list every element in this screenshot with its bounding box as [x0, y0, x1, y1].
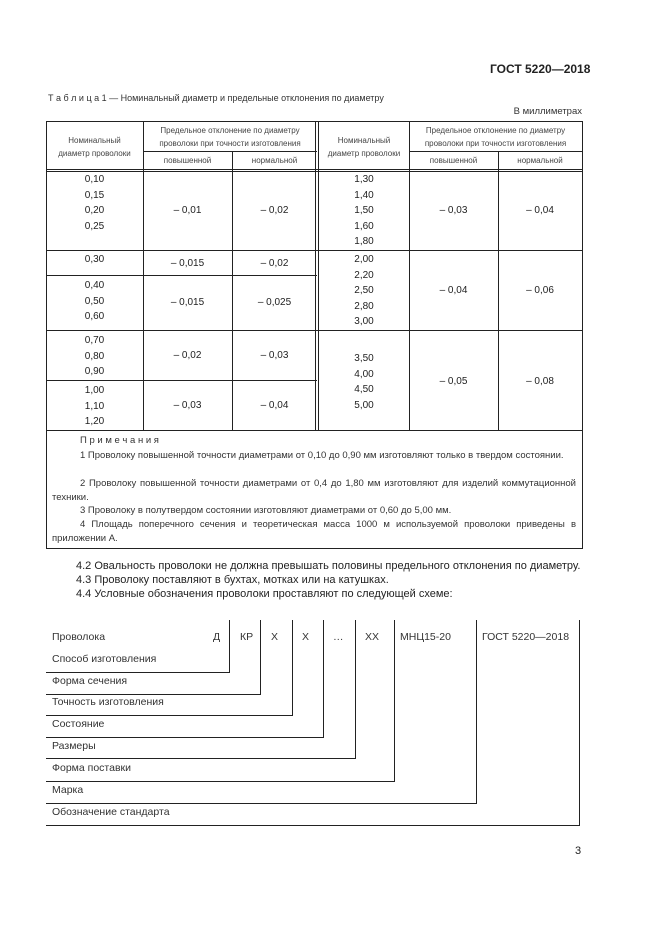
scheme-code: Х — [302, 631, 310, 643]
scheme-code: Х — [271, 631, 279, 643]
scheme-underline — [46, 825, 580, 826]
scheme-connector — [579, 620, 580, 825]
scheme-underline — [46, 781, 395, 782]
deviation-cell: – 0,03 — [439, 205, 468, 216]
deviation-cell: – 0,08 — [526, 376, 554, 387]
scheme-code: Д — [213, 631, 221, 643]
table-caption: Т а б л и ц а 1 — Номинальный диаметр и … — [48, 93, 384, 103]
deviation-cell: – 0,04 — [526, 205, 554, 216]
scheme-underline — [46, 672, 230, 673]
note-2: 2 Проволоку повышенной точности диаметра… — [52, 478, 576, 503]
scheme-connector — [476, 620, 477, 803]
scheme-code: ГОСТ 5220—2018 — [482, 631, 570, 643]
deviation-cell: – 0,06 — [526, 285, 554, 296]
scheme-label: Обозначение стандарта — [52, 806, 170, 818]
scheme-connector — [323, 620, 324, 737]
deviation-cell: – 0,015 — [170, 258, 205, 269]
doc-code: ГОСТ 5220—2018 — [490, 62, 591, 76]
rule-line — [315, 121, 316, 431]
diameters-cell: 0,10 0,15 0,20 0,25 — [84, 174, 105, 232]
header-normal-right: нормальной — [517, 156, 563, 165]
header-normal-left: нормальной — [251, 156, 298, 165]
diameters-cell: 0,70 0,80 0,90 — [84, 335, 105, 377]
scheme-code: КР — [240, 631, 254, 643]
scheme-connector — [260, 620, 261, 694]
deviation-cell: – 0,03 — [173, 400, 202, 411]
header-deviation-left: Предельное отклонение по диаметру провол… — [159, 126, 301, 148]
page-number: 3 — [575, 845, 582, 857]
diameters-cell: 3,50 4,00 4,50 5,00 — [354, 353, 374, 411]
table-border — [582, 121, 583, 549]
scheme-label: Форма сечения — [52, 675, 128, 687]
rule-line — [143, 121, 144, 430]
deviation-cell: – 0,02 — [173, 350, 202, 361]
rule-line — [46, 330, 583, 331]
diameters-cell: 2,00 2,20 2,50 2,80 3,00 — [354, 254, 374, 327]
deviation-cell: – 0,05 — [439, 376, 468, 387]
diameters-cell: 1,00 1,10 1,20 — [84, 385, 105, 427]
rule-line — [318, 121, 319, 431]
table-border — [46, 548, 583, 549]
scheme-label: Состояние — [52, 718, 105, 730]
diameters-cell: 1,30 1,40 1,50 1,60 1,80 — [354, 174, 374, 247]
header-deviation-right: Предельное отклонение по диаметру провол… — [424, 126, 567, 148]
rule-line — [46, 171, 583, 172]
deviation-cell: – 0,02 — [260, 205, 289, 216]
rule-line — [46, 169, 583, 170]
rule-line — [409, 151, 582, 152]
scheme-underline — [46, 758, 356, 759]
paragraph-4-3: 4.3 Проволоку поставляют в бухтах, мотка… — [76, 574, 389, 586]
header-increased-right: повышенной — [429, 156, 478, 165]
rule-line — [143, 151, 317, 152]
rule-line — [498, 151, 499, 431]
rule-line — [46, 380, 317, 381]
rule-line — [46, 250, 583, 251]
scheme-label: Точность изготовления — [52, 696, 164, 708]
scheme-title: Проволока — [52, 631, 106, 643]
deviation-cell: – 0,04 — [260, 400, 289, 411]
scheme-code: МНЦ15-20 — [400, 631, 451, 643]
scheme-label: Марка — [52, 784, 84, 796]
rule-line — [409, 121, 410, 431]
deviation-cell: – 0,02 — [260, 258, 289, 269]
scheme-underline — [46, 694, 261, 695]
scheme-underline — [46, 737, 324, 738]
diameters-cell: 0,40 0,50 0,60 — [84, 280, 105, 322]
rule-line — [232, 151, 233, 431]
note-4: 4 Площадь поперечного сечения и теоретич… — [52, 519, 576, 544]
deviation-cell: – 0,01 — [173, 205, 202, 216]
deviation-cell: – 0,015 — [170, 297, 205, 308]
notes-title: П р и м е ч а н и я — [80, 435, 159, 446]
header-nominal-left: Номинальный диаметр проволоки — [58, 136, 131, 158]
diameters-cell: 0,30 — [84, 254, 105, 265]
header-nominal-right: Номинальный диаметр проволоки — [327, 136, 401, 158]
table-border — [46, 121, 583, 122]
units-label: В миллиметрах — [513, 106, 582, 117]
scheme-label: Размеры — [52, 740, 96, 752]
scheme-underline — [46, 803, 477, 804]
scheme-label: Способ изготовления — [52, 653, 157, 665]
table-border — [46, 121, 47, 549]
paragraph-4-4: 4.4 Условные обозначения проволоки прост… — [76, 588, 453, 600]
scheme-connector — [292, 620, 293, 715]
scheme-underline — [46, 715, 293, 716]
deviation-cell: – 0,04 — [439, 285, 468, 296]
note-1: 1 Проволоку повышенной точности диаметра… — [80, 450, 564, 461]
scheme-label: Форма поставки — [52, 762, 131, 774]
scheme-code: ХХ — [365, 631, 380, 643]
deviation-cell: – 0,03 — [260, 350, 289, 361]
note-3: 3 Проволоку в полутвердом состоянии изго… — [80, 505, 452, 516]
paragraph-4-2: 4.2 Овальность проволоки не должна превы… — [76, 560, 581, 572]
deviation-cell: – 0,025 — [257, 297, 292, 308]
scheme-code: … — [333, 631, 344, 643]
scheme-connector — [229, 620, 230, 672]
rule-line — [46, 430, 583, 431]
scheme-connector — [394, 620, 395, 781]
header-increased-left: повышенной — [163, 156, 212, 165]
rule-line — [46, 275, 317, 276]
scheme-connector — [355, 620, 356, 758]
